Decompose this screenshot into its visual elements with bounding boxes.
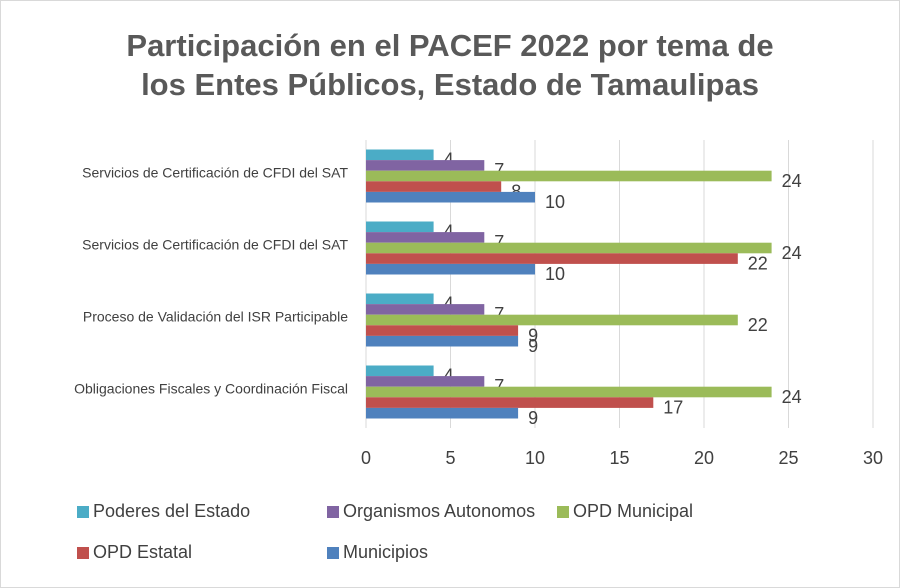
- bar: [366, 160, 485, 171]
- bar: [366, 397, 654, 408]
- bar: [366, 149, 434, 161]
- data-label: 7: [494, 160, 504, 180]
- chart-title: Participación en el PACEF 2022 por tema …: [126, 28, 774, 102]
- data-label: 9: [528, 336, 538, 356]
- x-tick-label: 0: [361, 448, 371, 468]
- bar: [366, 293, 434, 305]
- data-label: 7: [494, 376, 504, 396]
- data-label: 10: [545, 192, 565, 212]
- bar: [366, 325, 519, 336]
- data-label: 22: [748, 253, 768, 273]
- bar: [366, 263, 535, 275]
- bar: [366, 181, 502, 192]
- data-label: 7: [494, 304, 504, 324]
- legend-swatch: [327, 506, 339, 518]
- bar: [366, 253, 738, 264]
- legend-swatch: [557, 506, 569, 518]
- data-label: 7: [494, 232, 504, 252]
- bar: [366, 335, 519, 347]
- y-tick-label: Servicios de Certificación de CFDI del S…: [82, 165, 348, 181]
- y-tick-label: Obligaciones Fiscales y Coordinación Fis…: [74, 381, 348, 397]
- bar: [366, 376, 485, 387]
- y-tick-label: Proceso de Validación del ISR Participab…: [83, 309, 348, 325]
- data-label: 8: [511, 181, 521, 201]
- legend-label: Organismos Autonomos: [343, 501, 535, 521]
- x-tick-label: 30: [863, 448, 883, 468]
- bar: [366, 221, 434, 233]
- x-tick-label: 5: [445, 448, 455, 468]
- data-label: 4: [444, 150, 454, 170]
- data-label: 17: [663, 397, 683, 417]
- bar: [366, 170, 772, 182]
- data-label: 22: [748, 315, 768, 335]
- data-label: 9: [528, 408, 538, 428]
- data-label: 24: [782, 387, 802, 407]
- data-label: 9: [528, 325, 538, 345]
- bar: [366, 304, 485, 315]
- x-tick-label: 10: [525, 448, 545, 468]
- legend-label: Poderes del Estado: [93, 501, 250, 521]
- bar: [366, 191, 535, 203]
- bar: [366, 365, 434, 377]
- bar: [366, 232, 485, 243]
- data-label: 24: [782, 171, 802, 191]
- legend-swatch: [327, 547, 339, 559]
- x-tick-label: 15: [609, 448, 629, 468]
- data-label: 4: [444, 222, 454, 242]
- legend-label: OPD Estatal: [93, 542, 192, 562]
- data-label: 10: [545, 264, 565, 284]
- data-label: 4: [444, 366, 454, 386]
- x-tick-label: 20: [694, 448, 714, 468]
- bar: [366, 242, 772, 254]
- legend-swatch: [77, 506, 89, 518]
- data-label: 24: [782, 243, 802, 263]
- bar: [366, 407, 519, 419]
- legend-label: Municipios: [343, 542, 428, 562]
- x-tick-label: 25: [778, 448, 798, 468]
- data-label: 4: [444, 294, 454, 314]
- bar: [366, 314, 738, 326]
- bar: [366, 386, 772, 398]
- legend-swatch: [77, 547, 89, 559]
- y-tick-label: Servicios de Certificación de CFDI del S…: [82, 237, 348, 253]
- legend-label: OPD Municipal: [573, 501, 693, 521]
